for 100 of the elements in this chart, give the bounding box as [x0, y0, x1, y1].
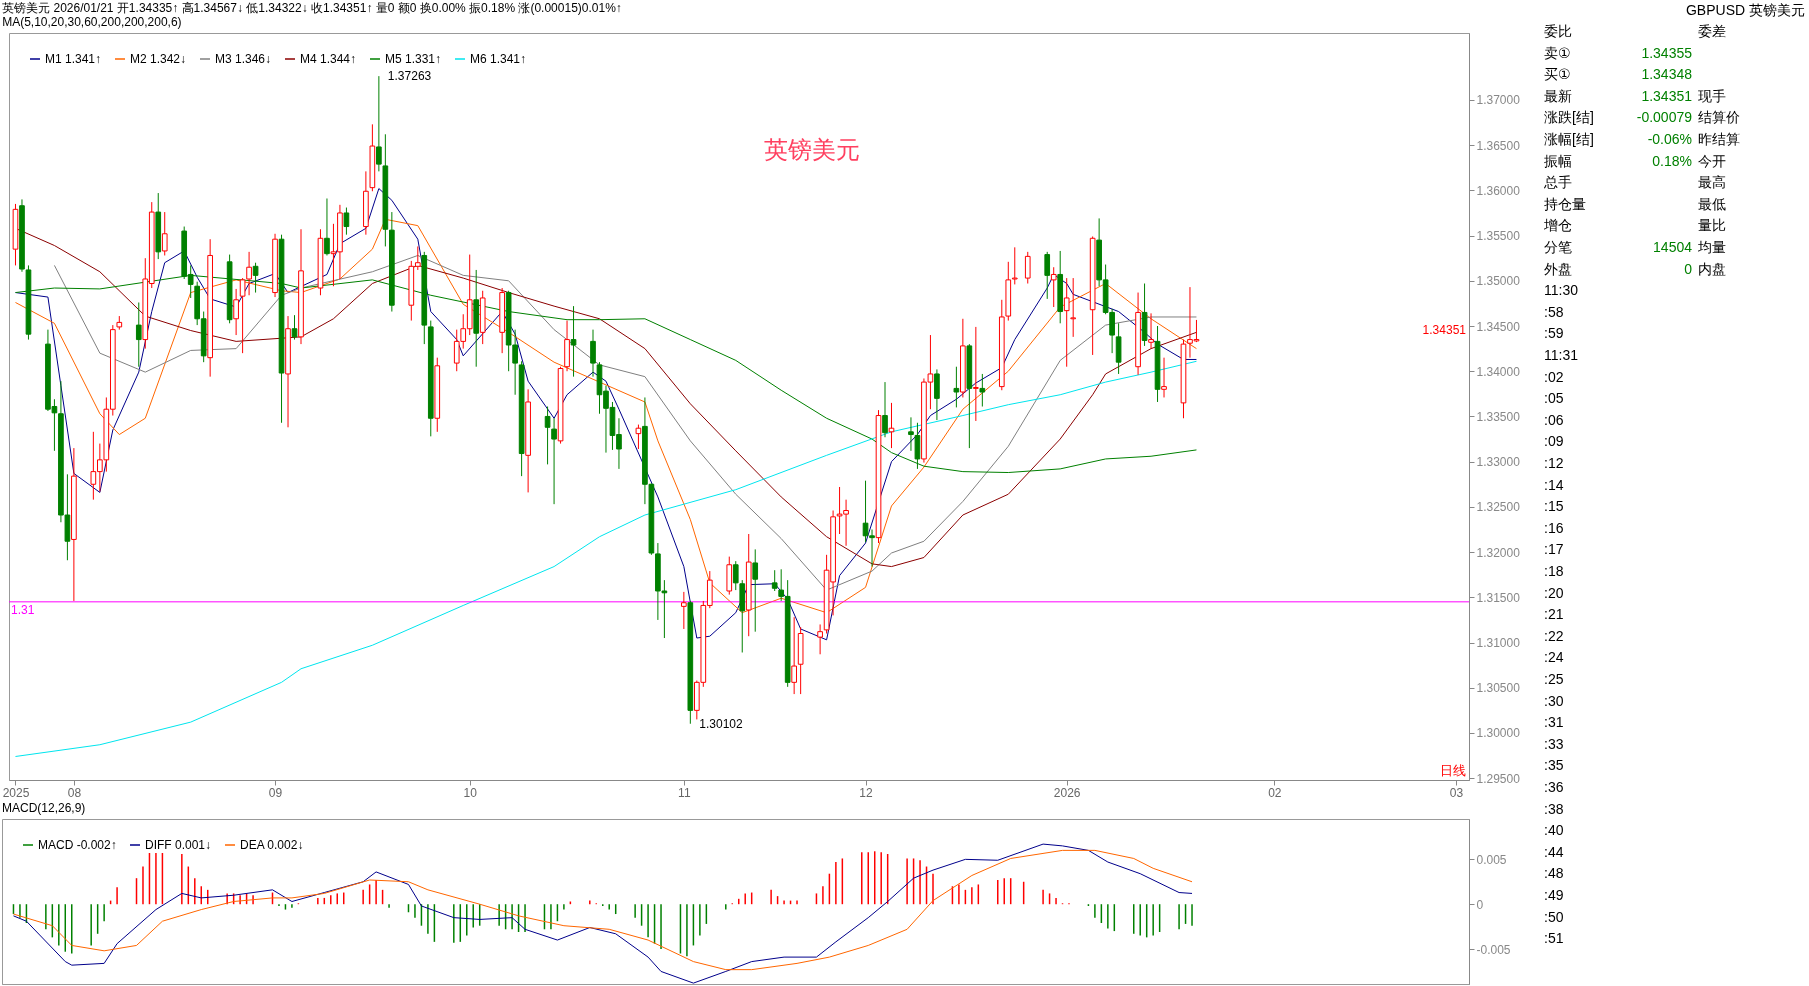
annotation: 英镑美元: [764, 135, 860, 163]
text: :15: [1544, 498, 1564, 515]
text: :06: [1544, 411, 1564, 428]
candlestick: [343, 207, 350, 236]
legend-label: M1 1.341↑: [45, 52, 102, 66]
text: :24: [1544, 649, 1564, 666]
text: :21: [1544, 606, 1564, 623]
text: 振幅 0.18% 今开: [1544, 152, 1726, 169]
candlestick: [324, 198, 330, 256]
candlestick: [233, 288, 239, 336]
annotation: 日线: [1440, 763, 1466, 778]
candlestick: [376, 75, 382, 172]
chart-subtitle: MA(5,10,20,30,60,200,200,200,6): [2, 15, 182, 29]
text: :18: [1544, 563, 1564, 579]
text: :38: [1544, 800, 1564, 817]
text: 买① 1.34348: [1544, 66, 1692, 83]
text: 11:30: [1544, 282, 1579, 299]
candlestick: [1161, 357, 1167, 398]
candlestick: [1063, 277, 1070, 368]
text: :12: [1544, 455, 1564, 471]
text: GBPUSD 英镑美元: [1685, 2, 1805, 18]
text: :59: [1544, 325, 1564, 342]
candlestick: [161, 211, 168, 256]
text: :48: [1544, 865, 1564, 882]
candlestick: [135, 302, 142, 368]
candlestick: [1070, 277, 1077, 338]
candlestick: [979, 373, 986, 407]
candlestick: [291, 314, 298, 341]
x-tick-label: 10: [463, 785, 478, 800]
legend-label: DEA 0.002↓: [240, 838, 304, 852]
candlestick: [1148, 312, 1154, 350]
candlestick: [771, 569, 778, 592]
text: :31: [1544, 714, 1564, 731]
text: 涨跌[结] -0.00079 结算价: [1544, 109, 1740, 126]
text: 最新 1.34351 现手: [1544, 87, 1726, 104]
candlestick: [953, 366, 960, 408]
chart-title: MACD(12,26,9): [2, 801, 86, 815]
text: 分笔 14504 均量: [1544, 239, 1726, 255]
y-tick-label: 1.34000: [1476, 364, 1521, 379]
text: :44: [1544, 843, 1564, 860]
text: :02: [1544, 368, 1564, 385]
y-tick-label: 1.31500: [1476, 590, 1521, 605]
text: :16: [1544, 519, 1564, 536]
candlestick: [551, 417, 557, 505]
candlestick: [973, 326, 979, 422]
text: :40: [1544, 822, 1564, 839]
text: :51: [1544, 930, 1564, 947]
text: 增仓 量比: [1544, 217, 1726, 234]
y-tick-label: 1.34500: [1476, 319, 1521, 334]
text: 持仓量 最低: [1544, 195, 1726, 212]
x-tick-label: 11: [678, 785, 691, 800]
text: :20: [1544, 584, 1564, 601]
candlestick: [817, 623, 823, 655]
text: 卖① 1.34355: [1544, 44, 1692, 61]
y-tick-label: 1.35000: [1476, 274, 1521, 289]
y-tick-label: 0: [1476, 897, 1484, 912]
y-tick-label: 1.33500: [1476, 409, 1521, 424]
x-tick-label: 2025: [2, 785, 30, 800]
y-tick-label: -0.005: [1476, 942, 1511, 957]
y-tick-label: 1.29500: [1476, 771, 1521, 786]
y-tick-label: 1.30500: [1476, 681, 1521, 696]
legend-label: M3 1.346↓: [215, 52, 272, 66]
legend-label: M4 1.344↑: [300, 52, 357, 66]
candlestick: [791, 616, 797, 695]
legend-label: DIFF 0.001↓: [145, 838, 212, 852]
annotation: 1.34351: [1422, 322, 1467, 337]
candlestick: [752, 548, 759, 633]
text: :14: [1544, 476, 1564, 493]
candlestick: [570, 305, 577, 378]
y-tick-label: 1.32500: [1476, 500, 1521, 515]
text: :50: [1544, 908, 1564, 925]
line-series: [53, 254, 1197, 591]
text: :30: [1544, 692, 1564, 709]
x-tick-label: 02: [1268, 785, 1282, 800]
legend-label: M6 1.341↑: [470, 52, 527, 66]
text: 总手 最高: [1544, 174, 1726, 191]
candlestick: [1050, 266, 1057, 308]
chart-title: 英镑美元 2026/01/21 开1.34335↑ 高1.34567↓ 低1.34322↓ 收1.34351↑ 量0 额0 换0.00% 振0.18% 涨(0.00015)0.01%↑: [2, 1, 622, 15]
line-series: [14, 360, 1197, 757]
text: :22: [1544, 627, 1564, 644]
text: :17: [1544, 541, 1564, 558]
legend-label: M5 1.331↑: [385, 52, 442, 66]
y-tick-label: 1.30000: [1476, 726, 1521, 741]
y-tick-label: 1.32000: [1476, 545, 1521, 560]
text: 外盘 0 内盘: [1544, 260, 1726, 277]
candlestick: [1024, 251, 1031, 285]
x-tick-label: 09: [268, 785, 283, 800]
text: 委比 委差: [1544, 23, 1726, 39]
text: :05: [1544, 390, 1564, 407]
candlestick: [908, 416, 914, 452]
annotation: 1.37263: [387, 69, 432, 84]
y-tick-label: 1.35500: [1476, 229, 1521, 244]
candlestick: [590, 329, 596, 378]
candlestick: [914, 422, 921, 470]
text: 涨幅[结] -0.06% 昨结算: [1544, 131, 1740, 147]
candlestick: [635, 424, 642, 450]
annotation: 1.30102: [699, 716, 744, 731]
y-tick-label: 1.31000: [1476, 636, 1521, 651]
text: :49: [1544, 887, 1564, 903]
candlestick: [882, 381, 888, 438]
